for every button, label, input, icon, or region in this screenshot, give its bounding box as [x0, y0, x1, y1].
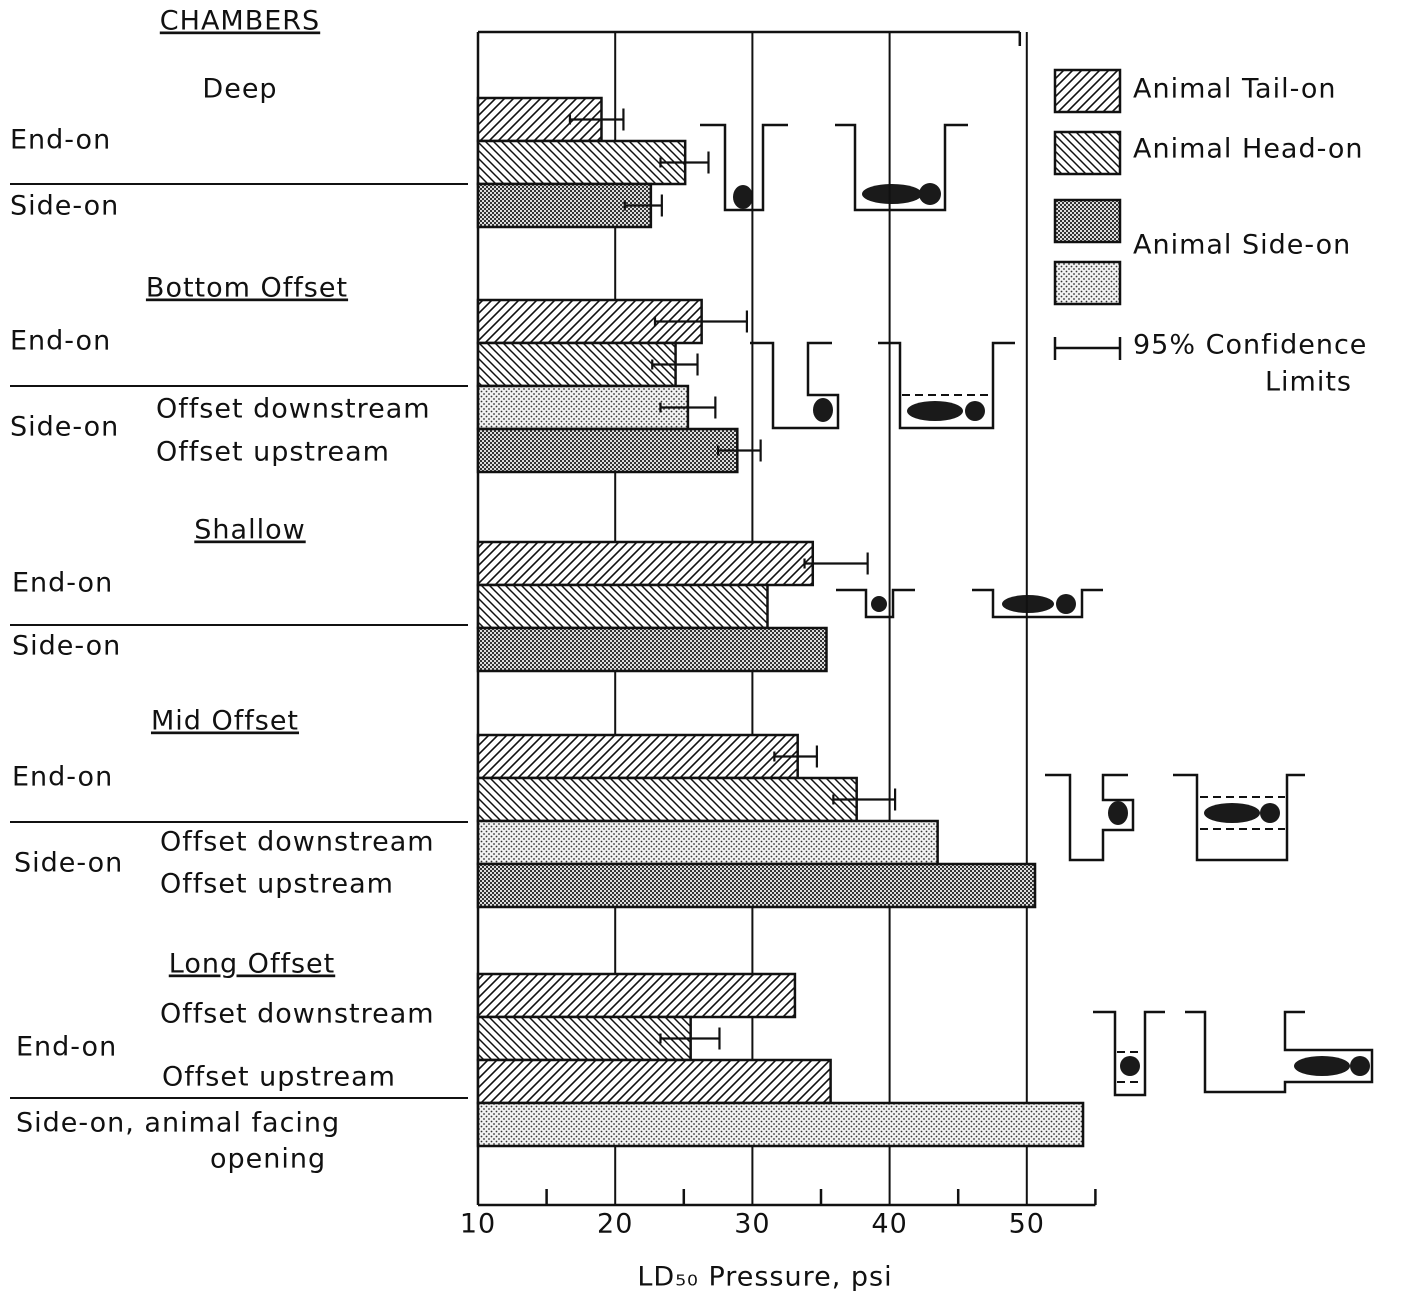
x-tick-label: 30	[734, 1209, 770, 1240]
x-tick-label: 10	[460, 1209, 496, 1240]
bar	[476, 1058, 832, 1105]
bar	[476, 733, 799, 780]
chamber-diagrams	[700, 123, 1374, 1097]
legend-swatch	[1053, 68, 1122, 114]
bar	[476, 341, 677, 388]
error-bar	[803, 552, 869, 575]
row-label: End-on	[16, 1032, 117, 1063]
row-label: End-on	[12, 568, 113, 599]
x-axis-label: LD₅₀ Pressure, psi	[637, 1262, 892, 1293]
row-label: Offset upstream	[160, 869, 394, 900]
bar	[476, 139, 687, 186]
row-label: opening	[210, 1144, 326, 1175]
bar	[476, 972, 797, 1019]
legend-label: Animal Head-on	[1133, 134, 1364, 165]
row-label: Side-on	[10, 191, 119, 222]
legend-label: Animal Side-on	[1133, 230, 1351, 261]
legend-swatch	[1053, 130, 1122, 176]
group-title: Mid Offset	[151, 706, 299, 737]
bar	[476, 862, 1037, 909]
bar	[476, 1015, 692, 1062]
bar	[476, 384, 690, 431]
row-label: Offset upstream	[162, 1062, 396, 1093]
bar	[476, 583, 769, 630]
header: CHAMBERS	[160, 6, 320, 37]
group-title: Deep	[202, 74, 277, 105]
group-title: Bottom Offset	[146, 273, 348, 304]
row-label: Side-on	[14, 848, 123, 879]
error-bar	[653, 310, 749, 333]
error-bar	[623, 194, 663, 217]
bar	[476, 626, 828, 673]
group-title: Long Offset	[169, 949, 335, 980]
error-bar	[716, 439, 762, 462]
row-label: Side-on, animal facing	[16, 1108, 340, 1139]
bar	[476, 182, 653, 229]
row-label: Offset upstream	[156, 437, 390, 468]
row-label: Side-on	[10, 412, 119, 443]
row-label: Offset downstream	[160, 827, 435, 858]
x-tick-label: 50	[1009, 1209, 1045, 1240]
error-bar	[568, 108, 625, 131]
bar	[476, 776, 858, 823]
error-bar	[832, 788, 897, 811]
x-tick-label: 20	[597, 1209, 633, 1240]
bar	[476, 1101, 1085, 1148]
group-title: Shallow	[194, 515, 305, 546]
legend-label: Animal Tail-on	[1133, 74, 1336, 105]
row-label: Offset downstream	[160, 999, 435, 1030]
legend-swatch	[1053, 198, 1122, 244]
error-bar	[651, 353, 699, 376]
bar	[476, 819, 939, 866]
row-label: Offset downstream	[156, 394, 431, 425]
row-label: End-on	[10, 326, 111, 357]
row-label: End-on	[10, 125, 111, 156]
legend-label: 95% Confidence	[1133, 330, 1367, 361]
row-label: End-on	[12, 762, 113, 793]
x-tick-label: 40	[871, 1209, 907, 1240]
row-label: Side-on	[12, 631, 121, 662]
error-bar	[659, 396, 717, 419]
legend-swatch	[1053, 260, 1122, 306]
bar	[476, 540, 815, 587]
error-bar	[659, 1027, 721, 1050]
error-bar	[659, 151, 710, 174]
error-bar	[773, 745, 818, 768]
legend-label: Limits	[1265, 367, 1352, 398]
bar	[476, 427, 739, 474]
